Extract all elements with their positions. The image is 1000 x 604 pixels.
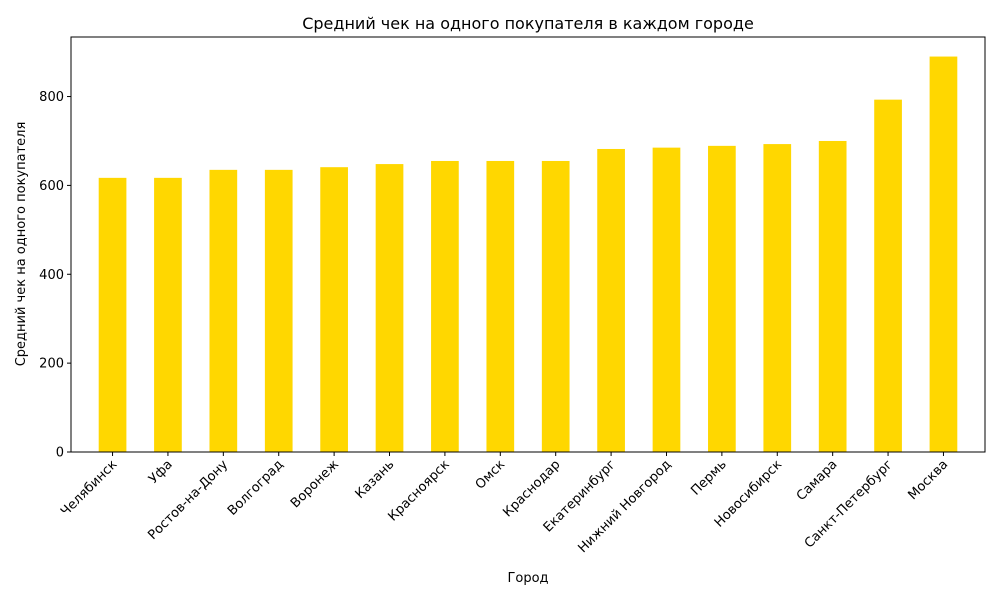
- bar: [209, 169, 238, 452]
- x-tick-label: Воронеж: [288, 457, 342, 511]
- y-tick-label: 600: [39, 179, 64, 194]
- bar: [763, 144, 792, 452]
- bar: [431, 160, 459, 453]
- x-tick-label: Уфа: [146, 457, 176, 487]
- y-tick-label: 800: [39, 90, 64, 105]
- x-tick-label: Нижний Новгород: [575, 457, 674, 556]
- x-tick-label: Волгоград: [225, 457, 287, 519]
- y-tick-label: 400: [39, 268, 64, 283]
- bar: [818, 140, 847, 452]
- bar: [486, 160, 515, 453]
- bar: [874, 99, 902, 452]
- x-tick-label: Самара: [794, 457, 841, 504]
- x-tick-label: Омск: [473, 457, 508, 492]
- bar: [708, 145, 736, 452]
- x-tick-label: Челябинск: [58, 457, 120, 519]
- bar: [154, 177, 182, 452]
- bars-group: [98, 56, 958, 453]
- y-tick-label: 0: [56, 446, 64, 461]
- bar: [652, 147, 681, 453]
- chart-title: Средний чек на одного покупателя в каждо…: [302, 14, 754, 33]
- y-axis: 0 200 400 600 800: [39, 90, 71, 461]
- x-tick-label: Пермь: [688, 457, 729, 498]
- bar: [375, 164, 404, 452]
- x-tick-label: Москва: [905, 457, 951, 503]
- bar: [320, 167, 348, 452]
- bar: [597, 148, 625, 452]
- bar: [541, 160, 570, 453]
- x-axis-label: Город: [507, 571, 548, 586]
- plot-frame: [70, 36, 986, 453]
- bar: [264, 169, 293, 452]
- x-tick-label: Казань: [353, 457, 398, 502]
- bar: [98, 177, 127, 452]
- bar: [929, 56, 958, 452]
- y-tick-label: 200: [39, 357, 64, 372]
- y-axis-label: Средний чек на одного покупателя: [14, 122, 29, 367]
